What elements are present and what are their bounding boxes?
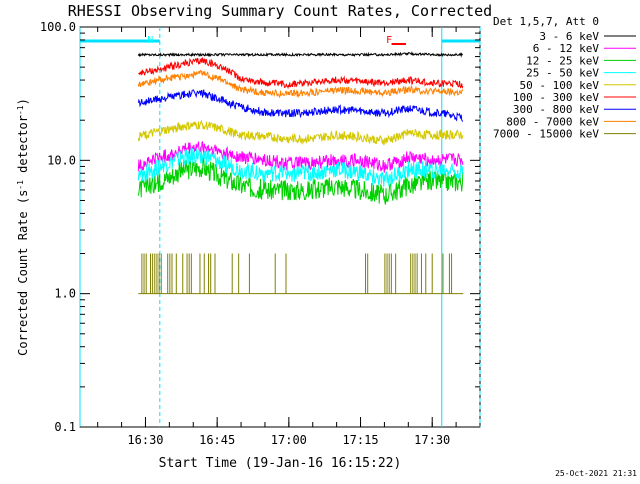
- legend-header: Det 1,5,7, Att 0: [493, 15, 599, 28]
- series-line: [137, 119, 464, 146]
- legend-label: 50 - 100 keV: [520, 79, 600, 92]
- y-label-sup2: -1: [16, 105, 25, 115]
- legend-label: 12 - 25 keV: [526, 54, 599, 67]
- y-label-part1: Corrected Count Rate (s: [16, 190, 30, 356]
- plot-frame: [79, 26, 481, 428]
- x-tick-label: 17:00: [271, 433, 307, 447]
- annotation-label: F: [386, 35, 392, 46]
- y-tick-label: 1.0: [54, 287, 76, 301]
- chart-title: RHESSI Observing Summary Count Rates, Co…: [68, 2, 492, 20]
- series-line: [137, 69, 464, 99]
- series-line: [137, 51, 464, 58]
- y-tick-label: 10.0: [47, 153, 76, 167]
- series-line: [137, 147, 464, 187]
- y-label-part2: detector: [16, 115, 30, 180]
- timestamp: 25-Oct-2021 21:31: [555, 469, 637, 478]
- axes-layer: 100.0 10.0 1.0 0.1 16:30 16:45 17:00 17:15 17:30: [40, 20, 480, 447]
- series-line: [138, 253, 464, 295]
- x-tick-label: 17:15: [342, 433, 378, 447]
- legend-label: 25 - 50 keV: [526, 67, 599, 80]
- legend-label: 7000 - 15000 keV: [493, 128, 599, 141]
- y-tick-label: 0.1: [54, 420, 76, 434]
- y-axis-label: Corrected Count Rate (s-1 detector-1): [16, 98, 31, 356]
- series-line: [137, 89, 463, 122]
- legend-label: 6 - 12 keV: [533, 42, 600, 55]
- x-tick-label: 16:30: [127, 433, 163, 447]
- series-layer: [137, 51, 464, 295]
- legend-label: 3 - 6 keV: [539, 30, 599, 43]
- y-tick-label: 100.0: [40, 20, 76, 34]
- orbit-markers: [79, 27, 481, 427]
- series-line: [138, 56, 464, 90]
- legend-label: 100 - 300 keV: [513, 91, 599, 104]
- x-tick-label: 16:45: [199, 433, 235, 447]
- annotation-label: N: [147, 35, 153, 46]
- series-line: [137, 141, 464, 173]
- y-label-sup1: -1: [16, 180, 25, 190]
- legend-label: 300 - 800 keV: [513, 103, 599, 116]
- legend-label: 800 - 7000 keV: [506, 115, 599, 128]
- x-tick-label: 17:30: [414, 433, 450, 447]
- x-axis-label: Start Time (19-Jan-16 16:15:22): [159, 456, 402, 471]
- y-label-part3: ): [16, 98, 30, 105]
- series-line: [137, 156, 464, 205]
